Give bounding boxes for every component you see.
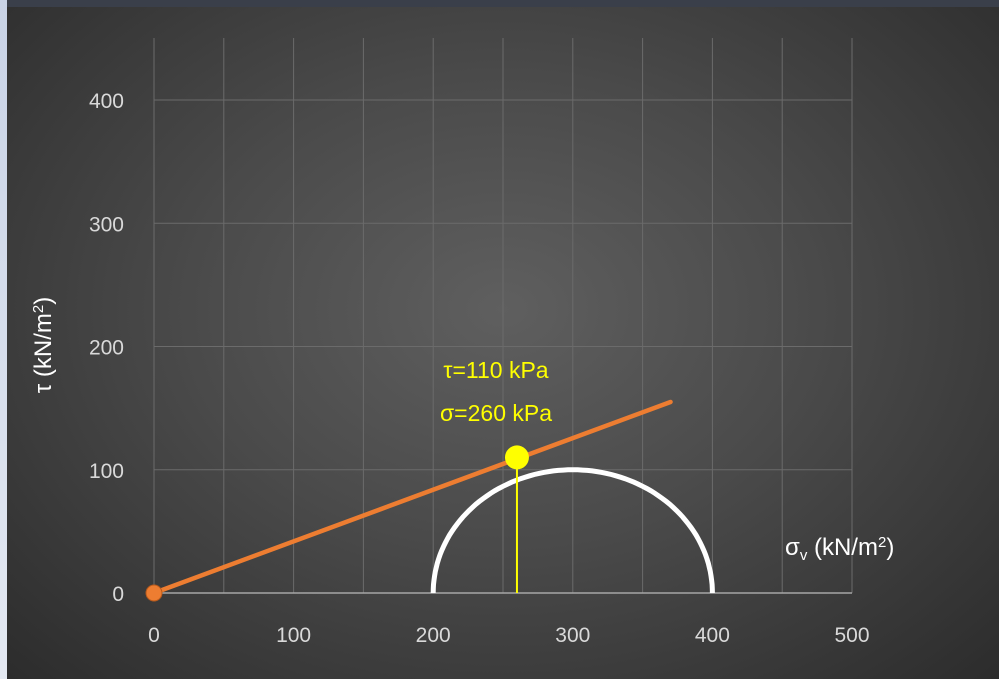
y-axis-title-superscript: 2: [30, 305, 47, 313]
y-tick-label: 300: [89, 213, 124, 236]
x-axis-title-unit: (kN/m: [807, 534, 878, 561]
x-tick-label: 100: [276, 624, 311, 647]
x-tick-label: 200: [416, 624, 451, 647]
x-tick-label: 0: [148, 624, 160, 647]
x-tick-labels: 0 100 200 300 400 500: [148, 624, 869, 647]
y-tick-label: 400: [89, 90, 124, 113]
x-tick-label: 300: [555, 624, 590, 647]
left-strip: [0, 0, 7, 679]
mohr-circle: [430, 467, 715, 594]
chart-marks: [145, 399, 715, 602]
failure-envelope-line: [151, 399, 673, 596]
x-axis-title-symbol: σ: [785, 534, 800, 561]
grid-lines: [153, 38, 853, 593]
y-tick-label: 100: [89, 460, 124, 483]
origin-point: [145, 584, 163, 602]
y-tick-label: 200: [89, 337, 124, 360]
x-axis-title-superscript: 2: [878, 534, 886, 551]
x-tick-label: 400: [695, 624, 730, 647]
annotation-tau: τ=110 kPa: [443, 357, 548, 383]
y-tick-label: 0: [112, 583, 124, 606]
x-axis-title: σv (kN/m2): [785, 534, 894, 564]
y-tick-labels: 0 100 200 300 400: [89, 90, 124, 606]
top-bar: [0, 0, 999, 7]
x-axis-title-close: ): [886, 534, 894, 561]
x-axis-title-subscript: v: [800, 547, 808, 564]
failure-point: [504, 445, 529, 470]
y-axis-title-main: τ (kN/m: [30, 313, 57, 393]
y-axis-title: τ (kN/m2): [30, 297, 57, 393]
x-tick-label: 500: [834, 624, 869, 647]
annotation-sigma: σ=260 kPa: [440, 400, 552, 426]
y-axis-title-close: ): [30, 297, 57, 305]
